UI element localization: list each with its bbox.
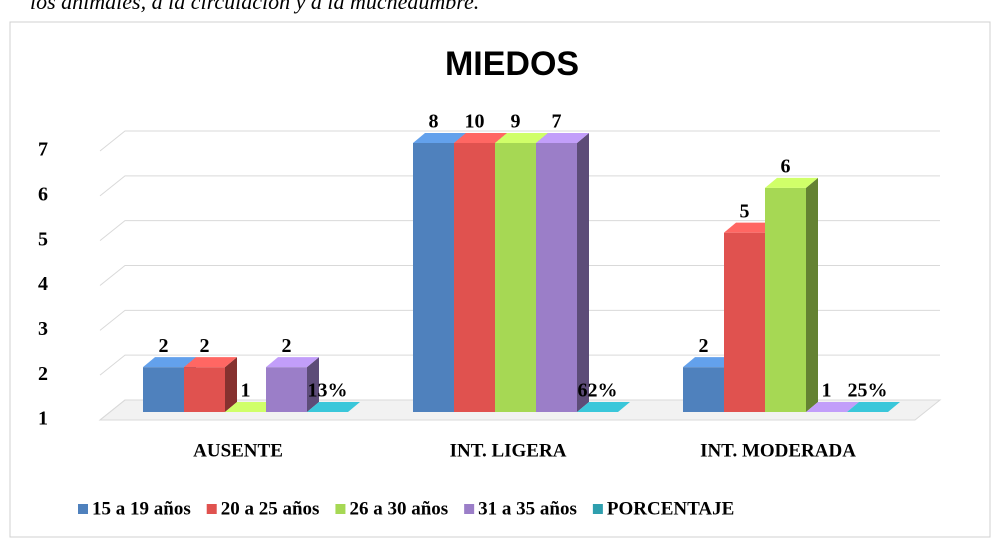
bar <box>184 367 225 412</box>
grid-line <box>99 354 940 376</box>
grid-line <box>99 309 940 331</box>
data-label: 2 <box>159 335 169 357</box>
bar-top <box>765 177 818 188</box>
bar <box>266 367 307 412</box>
bar-top <box>184 357 237 368</box>
x-tick-label: INT. LIGERA <box>450 440 567 461</box>
data-label: 13% <box>308 380 348 402</box>
bar-group <box>536 133 589 412</box>
data-label: 8 <box>429 111 439 133</box>
x-tick-label: INT. MODERADA <box>700 440 856 461</box>
bar-side <box>577 133 589 412</box>
legend-label: 26 a 30 años <box>349 498 448 519</box>
grid-line <box>99 399 940 421</box>
bar-side <box>307 357 319 412</box>
bar-group <box>577 402 630 412</box>
bar <box>413 143 454 412</box>
legend-label: 15 a 19 años <box>92 498 191 519</box>
bar-group <box>765 177 818 412</box>
data-label: 1 <box>241 380 251 402</box>
bar-top <box>266 357 319 368</box>
bar-group <box>266 357 319 412</box>
legend-swatch <box>335 504 346 514</box>
bar <box>765 187 806 412</box>
bar-top <box>225 402 278 412</box>
x-tick-label: AUSENTE <box>193 440 283 461</box>
legend-label: PORCENTAJE <box>607 498 734 519</box>
bar-top <box>454 133 507 143</box>
bar-group <box>225 402 278 412</box>
bar <box>454 143 495 412</box>
bar-top <box>536 133 589 143</box>
bar <box>143 367 184 412</box>
y-tick-label: 5 <box>38 228 48 250</box>
bar-group <box>307 402 360 412</box>
caption: los animales, a la circulación y a la mu… <box>30 0 479 14</box>
data-label: 1 <box>822 380 832 402</box>
bar-top <box>577 402 630 412</box>
legend-swatch <box>206 504 217 514</box>
y-tick-label: 6 <box>38 183 48 205</box>
bar-top <box>413 133 466 143</box>
legend-label: 31 a 35 años <box>478 498 577 519</box>
bar <box>724 232 765 412</box>
grid-line <box>99 175 940 197</box>
data-label: 5 <box>740 200 750 222</box>
bar-top <box>495 133 548 143</box>
grid-line <box>99 130 940 152</box>
grid-line <box>99 265 940 286</box>
y-tick-label: 4 <box>38 273 48 295</box>
y-tick-label: 1 <box>38 408 48 430</box>
legend-swatch <box>78 504 88 514</box>
bar-group <box>806 402 859 412</box>
data-label: 2 <box>699 335 709 357</box>
bar-side <box>806 177 818 412</box>
bar-top <box>143 357 196 368</box>
data-label: 10 <box>465 111 485 133</box>
bar-group <box>184 357 237 412</box>
bar <box>495 143 536 412</box>
legend-swatch <box>464 504 475 514</box>
bar-top <box>724 222 777 233</box>
data-label: 25% <box>848 380 888 402</box>
y-tick-label: 2 <box>38 363 48 385</box>
bar-top <box>806 402 859 412</box>
data-label: 2 <box>282 335 292 357</box>
bar-top <box>683 357 736 368</box>
y-tick-label: 3 <box>38 318 48 340</box>
bar <box>683 367 724 412</box>
data-label: 62% <box>578 380 618 402</box>
bar-side <box>225 357 237 412</box>
bar-top <box>307 402 360 412</box>
bar <box>536 143 577 412</box>
data-label: 9 <box>511 111 521 133</box>
grid-line <box>99 220 940 242</box>
data-label: 6 <box>781 155 791 177</box>
legend-label: 20 a 25 años <box>221 498 320 519</box>
bar-group <box>847 402 900 412</box>
data-label: 7 <box>552 111 562 133</box>
y-tick-label: 7 <box>38 139 48 161</box>
bar-top <box>847 402 900 412</box>
data-label: 2 <box>200 335 210 357</box>
chart-title: MIEDOS <box>445 45 579 83</box>
legend-swatch <box>592 504 603 514</box>
